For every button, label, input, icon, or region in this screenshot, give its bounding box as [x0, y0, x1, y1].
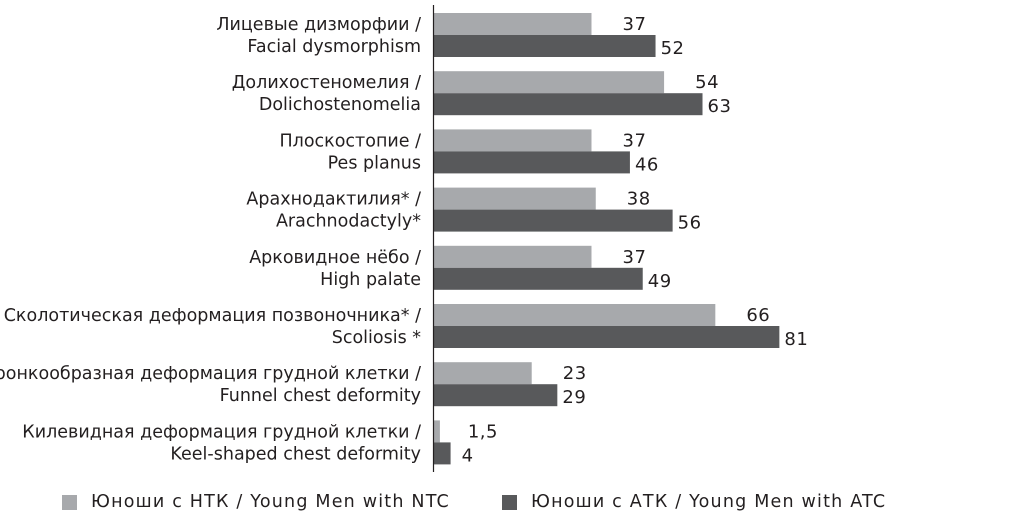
category-label-4-line-1: Арахнодактилия* / [246, 190, 421, 210]
value-label-atc-5: 49 [648, 271, 672, 292]
category-label-6-line-1: Сколотическая деформация позвоночника* / [4, 306, 421, 326]
bar-atc-7 [433, 384, 558, 407]
legend-label-ntc: Юноши с НТК / Young Men with NTC [91, 492, 450, 512]
value-label-ntc-6: 66 [746, 305, 770, 326]
category-label-1-line-2: Facial dysmorphism [247, 37, 421, 57]
category-label-3-line-2: Pes planus [328, 153, 421, 173]
category-label-7-line-1: Воронкообразная деформация грудной клетк… [0, 364, 421, 384]
category-label-3-line-1: Плоскостопие / [279, 131, 421, 151]
bar-chart-svg: Лицевые дизморфии /Facial dysmorphism 37 5… [0, 5, 808, 472]
category-label-2-line-2: Dolichostenomelia [259, 95, 421, 115]
value-label-ntc-3: 37 [623, 130, 647, 151]
category-label-5-line-1: Арковидное нёбо / [249, 248, 421, 268]
legend-swatch-atc [501, 494, 517, 510]
category-label-8-line-2: Keel-shaped chest deformity [170, 444, 421, 464]
value-label-ntc-4: 38 [627, 189, 651, 210]
bar-atc-2 [433, 93, 703, 116]
category-label-7-line-2: Funnel chest deformity [220, 386, 421, 406]
value-label-ntc-8: 1,5 [468, 421, 498, 442]
bar-atc-3 [433, 151, 630, 174]
bar-ntc-3 [433, 129, 592, 152]
legend-item-atc: Юноши с АТК / Young Men with ATC [501, 492, 887, 512]
value-label-ntc-7: 23 [563, 363, 587, 384]
category-label-5-line-2: High palate [320, 270, 421, 290]
bar-ntc-6 [433, 304, 716, 326]
bar-ntc-4 [433, 187, 596, 210]
legend: Юноши с НТК / Young Men with NTC Юноши с… [62, 490, 1022, 514]
legend-swatch-ntc [62, 494, 77, 510]
bar-ntc-7 [433, 362, 532, 385]
category-label-6-line-2: Scoliosis * [332, 328, 422, 348]
category-label-2-line-1: Долихостеномелия / [232, 73, 421, 93]
category-label-4-line-2: Arachnodactyly* [276, 212, 421, 232]
value-label-ntc-5: 37 [623, 247, 647, 268]
value-label-atc-7: 29 [562, 387, 586, 408]
legend-item-ntc: Юноши с НТК / Young Men with NTC [62, 492, 450, 512]
bar-ntc-2 [433, 71, 665, 94]
value-label-ntc-1: 37 [623, 14, 647, 35]
bar-ntc-1 [433, 13, 592, 35]
bar-atc-1 [433, 35, 656, 57]
category-label-1-line-1: Лицевые дизморфии / [216, 15, 421, 35]
bar-atc-4 [433, 209, 673, 232]
value-label-atc-1: 52 [661, 38, 685, 59]
value-label-atc-2: 63 [708, 96, 732, 117]
bar-ntc-8 [433, 420, 440, 443]
bar-atc-5 [433, 267, 643, 290]
value-label-atc-3: 46 [635, 154, 659, 175]
value-label-atc-4: 56 [678, 213, 702, 234]
value-label-ntc-2: 54 [695, 72, 719, 93]
value-label-atc-8: 4 [462, 445, 474, 466]
category-label-8-line-1: Килевидная деформация грудной клетки / [22, 422, 421, 442]
bar-atc-6 [433, 326, 780, 348]
bar-ntc-5 [433, 245, 592, 268]
bar-atc-8 [433, 442, 451, 465]
legend-label-atc: Юноши с АТК / Young Men with ATC [530, 492, 887, 512]
value-label-atc-6: 81 [784, 329, 808, 350]
